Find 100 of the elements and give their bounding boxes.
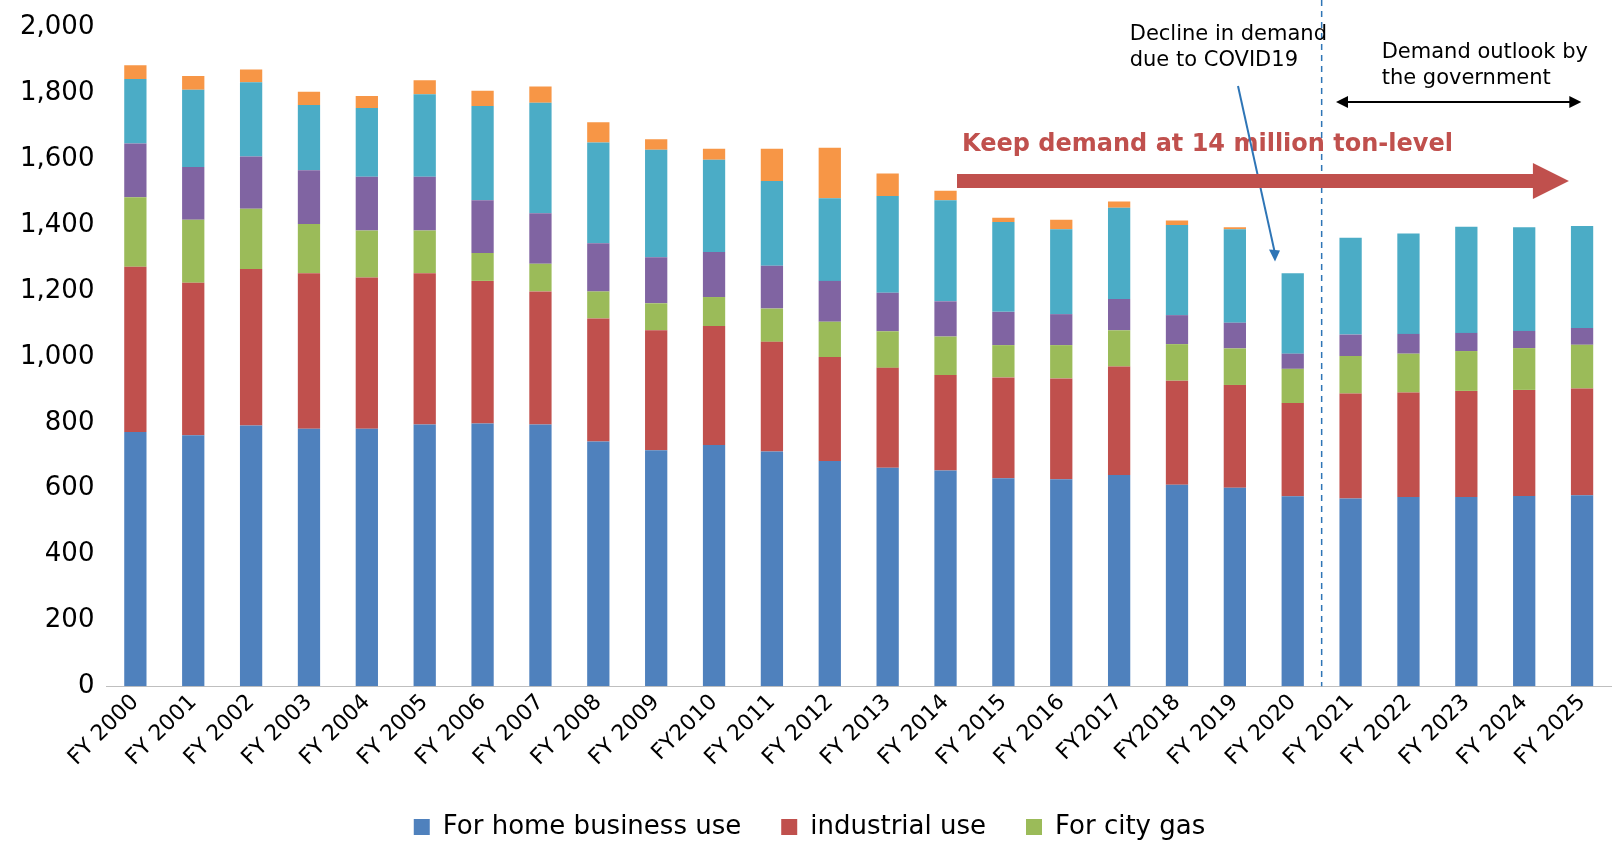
bar bbox=[587, 122, 610, 143]
bar bbox=[1570, 388, 1594, 496]
y-tick-label: 200 bbox=[44, 603, 95, 634]
bar bbox=[1165, 224, 1189, 316]
bar bbox=[124, 78, 147, 144]
bar bbox=[471, 423, 494, 687]
bar bbox=[702, 326, 726, 445]
bar bbox=[297, 223, 321, 274]
bar bbox=[182, 219, 205, 283]
bar bbox=[529, 102, 552, 214]
bar bbox=[1223, 487, 1246, 687]
bar bbox=[1281, 496, 1304, 687]
bar bbox=[239, 208, 263, 270]
bar bbox=[1339, 334, 1362, 356]
bar bbox=[1107, 474, 1131, 687]
bar bbox=[355, 107, 378, 177]
bar bbox=[413, 230, 436, 274]
bar bbox=[645, 149, 668, 258]
legend-label: industrial use bbox=[810, 809, 987, 840]
bar bbox=[1223, 322, 1246, 349]
bar bbox=[1165, 484, 1189, 687]
bar bbox=[1050, 479, 1073, 687]
bar bbox=[1165, 344, 1189, 381]
bar bbox=[587, 318, 610, 442]
bar bbox=[1570, 495, 1594, 687]
bar bbox=[876, 195, 899, 293]
bar bbox=[239, 425, 263, 687]
bar bbox=[471, 252, 494, 281]
bar bbox=[1281, 353, 1304, 369]
bar bbox=[1455, 226, 1478, 333]
bar bbox=[471, 200, 494, 253]
bar bbox=[355, 428, 378, 687]
bar bbox=[1570, 327, 1594, 345]
bar bbox=[124, 432, 147, 687]
bar bbox=[587, 291, 610, 319]
bar bbox=[182, 76, 205, 90]
bar bbox=[1339, 355, 1362, 394]
bar bbox=[702, 148, 726, 160]
bar bbox=[1513, 389, 1536, 496]
bar bbox=[1165, 315, 1189, 345]
bar bbox=[124, 65, 147, 79]
y-tick-label: 800 bbox=[44, 405, 95, 436]
bar bbox=[1050, 314, 1073, 346]
bar bbox=[934, 190, 957, 201]
bar bbox=[702, 444, 726, 687]
bar bbox=[1281, 403, 1304, 497]
bar bbox=[760, 308, 784, 342]
bar bbox=[1397, 353, 1420, 393]
bar bbox=[934, 336, 957, 376]
bar bbox=[297, 170, 321, 224]
bar bbox=[934, 470, 957, 687]
bar bbox=[413, 94, 436, 177]
bar bbox=[239, 82, 263, 157]
bar bbox=[1339, 393, 1362, 499]
bar bbox=[876, 173, 899, 196]
bar bbox=[355, 96, 378, 108]
bar bbox=[1107, 366, 1131, 475]
bar bbox=[1397, 392, 1420, 497]
bar bbox=[645, 303, 668, 331]
bar bbox=[876, 331, 899, 368]
y-tick-label: 1,200 bbox=[20, 273, 95, 304]
bar bbox=[1397, 496, 1420, 687]
bar bbox=[1050, 345, 1073, 379]
bar bbox=[297, 273, 321, 429]
bar bbox=[1223, 348, 1246, 385]
bar bbox=[934, 200, 957, 302]
bar bbox=[1455, 351, 1478, 391]
bar bbox=[1339, 498, 1362, 687]
bar bbox=[471, 105, 494, 201]
bar bbox=[1513, 330, 1536, 349]
y-tick-label: 1,000 bbox=[20, 339, 95, 370]
bar bbox=[1513, 227, 1536, 331]
bar bbox=[818, 147, 841, 199]
bar bbox=[992, 311, 1015, 346]
bar bbox=[1455, 332, 1478, 352]
bar bbox=[1455, 390, 1478, 497]
bar bbox=[1107, 207, 1131, 299]
bar bbox=[355, 230, 378, 278]
bar bbox=[1455, 496, 1478, 687]
bar bbox=[355, 176, 378, 231]
bar bbox=[645, 450, 668, 687]
bar bbox=[1570, 225, 1594, 328]
bar bbox=[1165, 380, 1189, 485]
bar bbox=[818, 321, 841, 357]
bar bbox=[645, 257, 668, 304]
bar bbox=[297, 91, 321, 105]
bar bbox=[529, 263, 552, 292]
bar bbox=[1570, 344, 1594, 389]
bar bbox=[529, 213, 552, 264]
bar bbox=[124, 266, 147, 433]
bar bbox=[702, 159, 726, 252]
legend-label: For home business use bbox=[442, 809, 742, 840]
bar bbox=[1107, 201, 1131, 208]
bar bbox=[587, 142, 610, 244]
bar bbox=[1397, 233, 1420, 334]
bar bbox=[413, 273, 436, 425]
bar bbox=[1281, 273, 1304, 354]
bar bbox=[760, 181, 784, 266]
annotation: Demand outlook by the government bbox=[1381, 38, 1588, 89]
bar bbox=[1107, 330, 1131, 367]
